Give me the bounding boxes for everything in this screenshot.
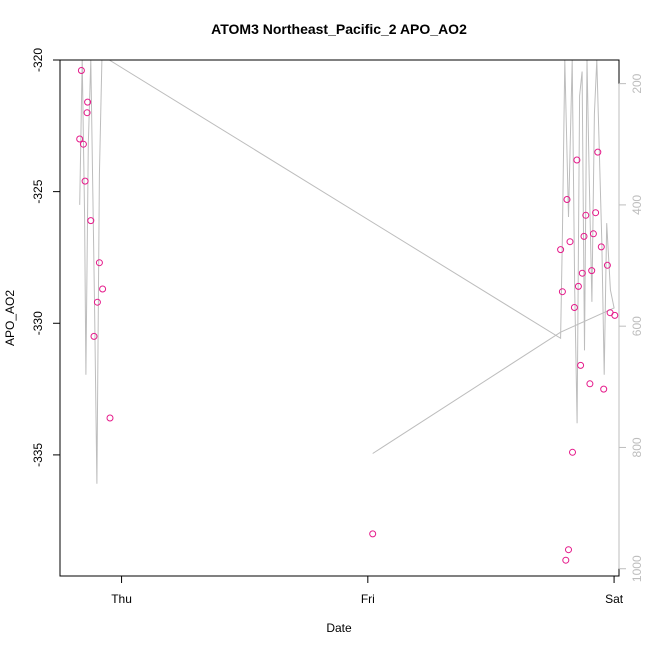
data-point [600,385,608,393]
chart-title: ATOM3 Northeast_Pacific_2 APO_AO2 [211,21,467,37]
y-axis: -320 -325 -330 -335 [31,48,61,467]
y2-axis: 200 400 600 800 1000 [618,73,644,582]
data-point [558,288,566,296]
data-point [566,238,574,246]
data-point [586,380,594,388]
data-point [562,556,570,564]
y-tick-label: -325 [31,179,45,203]
y-tick-label: -335 [31,443,45,467]
secondary-series-line [79,59,615,484]
data-point [369,530,377,538]
y2-tick-label: 400 [630,195,644,215]
x-axis: Thu Fri Sat [111,575,624,606]
data-point [95,259,103,267]
y-tick-label: -330 [31,311,45,335]
data-point [99,285,107,293]
data-point [592,209,600,217]
data-point [557,246,565,254]
data-point [588,267,596,275]
y-tick-label: -320 [31,48,45,72]
data-point [582,211,590,219]
data-point [81,177,89,185]
data-point [563,196,571,203]
y2-tick-label: 1000 [630,555,644,582]
data-point [565,546,572,554]
data-point [580,232,588,240]
data-point [87,217,95,225]
x-axis-label: Date [326,621,352,635]
data-point [573,156,581,164]
data-point [570,304,578,311]
data-point [578,269,586,277]
data-point [611,311,619,319]
y2-tick-label: 800 [630,437,644,457]
data-point [79,140,87,148]
data-point [603,261,611,269]
points-layer [76,67,619,564]
y2-tick-label: 600 [630,316,644,336]
plot-frame [59,59,620,577]
x-tick-label: Fri [361,592,375,606]
secondary-trace-layer [79,59,615,484]
x-tick-label: Sat [605,592,624,606]
x-tick-label: Thu [111,592,132,606]
data-point [597,243,605,251]
y2-tick-label: 200 [630,73,644,93]
data-point [84,98,92,106]
data-point [574,282,582,290]
data-point [589,230,597,238]
data-point [106,414,114,422]
y-axis-label: APO_AO2 [3,290,17,346]
data-point [90,332,98,340]
data-point [77,67,85,74]
data-point [76,135,84,143]
data-point [594,148,602,156]
data-point [93,298,101,306]
data-point [577,361,585,369]
data-point [83,109,91,117]
data-point [569,448,576,456]
